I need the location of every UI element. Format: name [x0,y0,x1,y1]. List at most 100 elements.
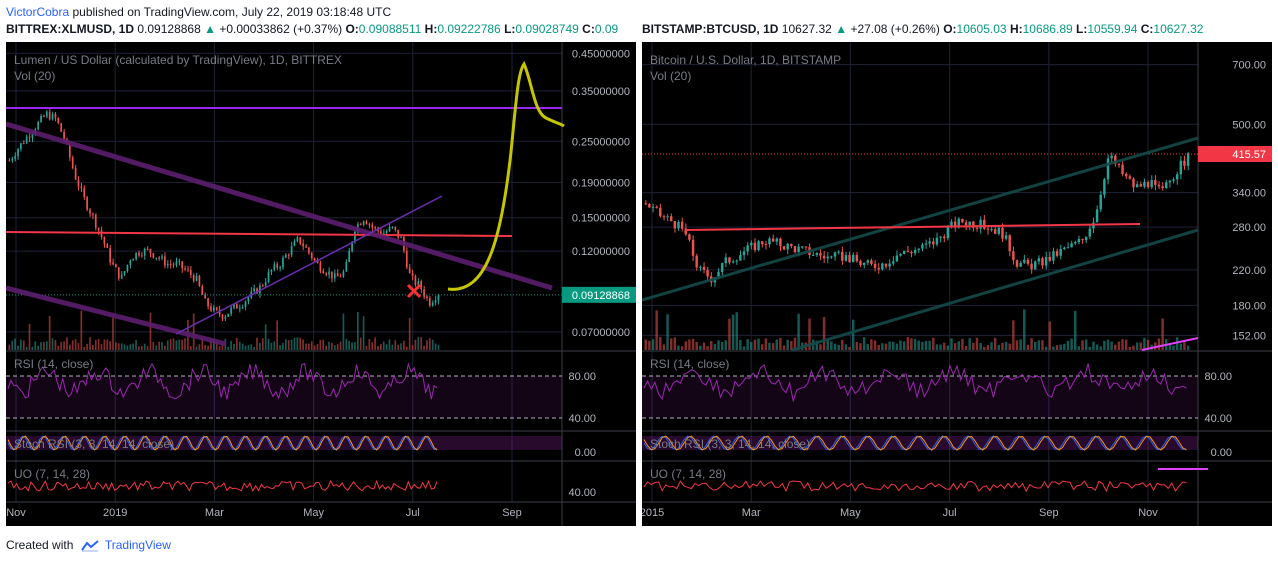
candle-body [1121,164,1124,174]
candle-body [325,273,327,275]
left-up-arrow-icon: ▲ [204,22,216,36]
candle-body [1143,181,1146,187]
volume-bar [212,338,215,350]
volume-bar [391,344,394,350]
candle-body [961,218,964,223]
tradingview-link[interactable]: TradingView [104,538,171,552]
x-tick-label: May [840,507,861,519]
candle-body [241,307,244,309]
candle-body [1063,247,1066,250]
candle-body [684,228,687,235]
candle-body [935,237,939,245]
volume-bar [1055,345,1059,350]
volume-bar [261,338,264,350]
right-o-label: O: [943,22,957,36]
volume-bar [942,342,946,350]
left-o-label: O: [345,22,359,36]
candle-body [351,241,353,252]
candle-body [1001,227,1004,239]
candle-body [48,111,51,120]
volume-bar [405,346,408,350]
volume-bar [964,345,968,350]
candle-body [1157,184,1161,187]
candle-body [374,227,376,229]
volume-bar [112,317,114,350]
volume-bar [241,343,244,350]
candle-body [264,282,267,286]
candle-body [215,307,218,310]
y-tick-label: 0.45000000 [572,48,630,60]
candle-body [138,252,140,256]
volume-bar [877,344,880,350]
candle-body [149,249,152,254]
btc-chart-panel[interactable]: 2015 Mar May Jul Sep Nov 700.00 500.00 340.00 280… [642,42,1272,526]
y-tick-label: 180.00 [1232,300,1266,312]
volume-bar [873,340,877,350]
candle-body [120,274,123,279]
candle-body [8,160,11,162]
rsi-line [643,363,1187,403]
volume-bar [164,345,166,350]
right-high: 10686.89 [1022,22,1073,36]
volume-bar [910,338,913,350]
volume-bar [161,342,163,350]
volume-bar [345,338,348,350]
volume-bar [14,338,16,350]
volume-bar [1124,339,1128,350]
volume-bar [316,344,319,350]
candle-body [873,263,877,268]
volume-bar [86,343,88,350]
candle-body [207,298,209,307]
candle-body [1033,261,1037,270]
volume-bar [724,340,728,350]
volume-bar [253,346,255,350]
volume-bar [106,339,109,350]
volume-bar [855,342,859,350]
volume-bar [921,341,924,350]
candle-body [739,255,742,261]
candle-body [14,156,16,159]
volume-bar [354,342,356,350]
volume-bar [184,338,186,350]
candle-body [1124,173,1128,177]
candle-body [917,248,920,250]
volume-bar [757,338,760,350]
candle-body [420,281,423,290]
volume-bar [651,339,655,350]
volume-bar [1015,340,1019,350]
volume-bar [1092,341,1095,350]
x-tick-label: Nov [6,507,26,519]
candle-body [866,260,869,263]
candle-body [906,250,910,252]
candle-body [322,271,325,274]
xlm-chart-panel[interactable]: Nov 2019 Mar May Jul Sep 0.45000000 0.35000000 0… [6,42,636,526]
candle-body [848,255,851,263]
author-link[interactable]: VictorCobra [6,5,70,19]
volume-bar [913,338,917,350]
volume-bar [1044,346,1048,350]
volume-bar [815,340,819,350]
candle-body [212,307,215,311]
candle-body [1179,160,1183,175]
volume-bar [109,341,111,350]
volume-bar [305,343,307,350]
candle-body [276,264,279,268]
candle-body [397,229,399,238]
candle-body [336,273,339,277]
candle-body [822,255,826,259]
volume-bar [115,342,117,350]
candle-body [172,264,175,266]
btc-chart-svg[interactable]: 2015 Mar May Jul Sep Nov 700.00 500.00 340.00 280… [642,42,1272,526]
candle-body [178,261,181,263]
last-price-label: 415.57 [1232,149,1266,161]
xlm-chart-svg[interactable]: Nov 2019 Mar May Jul Sep 0.45000000 0.35000000 0… [6,42,636,526]
candle-body [819,253,822,256]
candle-body [408,267,411,274]
rsi-label: RSI (14, close) [14,357,93,371]
volume-bar [760,344,764,350]
candle-body [115,264,117,268]
volume-bar [710,341,713,350]
volume-bar [135,340,137,350]
right-symbol-line: BITSTAMP:BTCUSD, 1D 10627.32 ▲ +27.08 (+… [642,22,1272,36]
candle-body [112,262,114,265]
